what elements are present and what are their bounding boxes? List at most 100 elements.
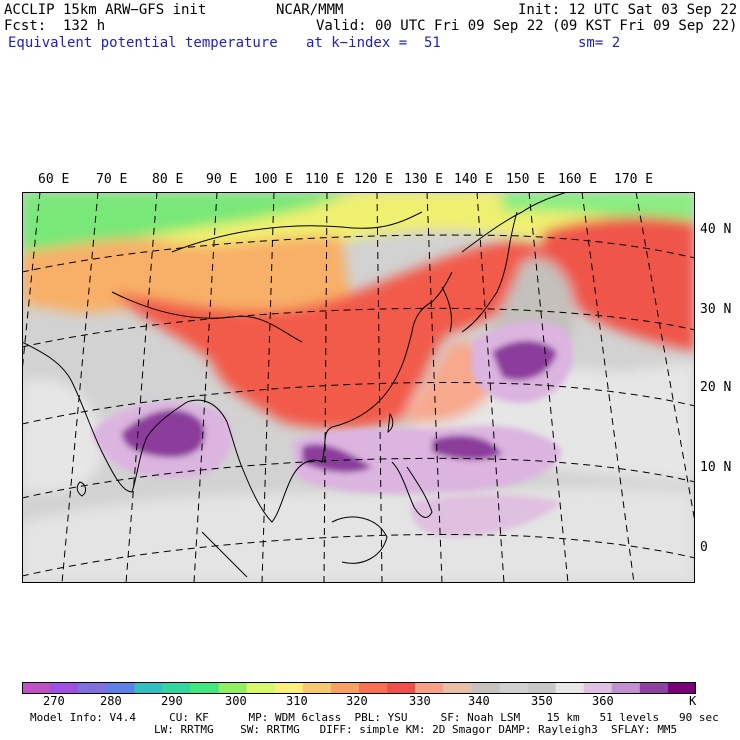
grid-lon-140 <box>476 192 505 583</box>
lon-label-140: 140 E <box>454 172 494 187</box>
field-north-green <box>22 192 352 262</box>
coastline-philippines <box>391 461 433 518</box>
level-label: at k−index = 51 <box>306 35 441 51</box>
lon-label-80: 80 E <box>152 172 184 187</box>
colorbar-swatch <box>471 682 500 694</box>
colorbar-swatch <box>106 682 135 694</box>
colorbar-swatch <box>50 682 79 694</box>
colorbar-swatch <box>330 682 360 694</box>
colorbar-label-300: 300 <box>225 694 247 708</box>
lon-label-120: 120 E <box>354 172 394 187</box>
colorbar-swatch <box>415 682 444 694</box>
colorbar-frame <box>22 682 696 694</box>
colorbar-swatch <box>583 682 613 694</box>
grid-lon-110 <box>323 192 328 583</box>
colorbar-unit: K <box>689 694 697 708</box>
lat-label-20: 20 N <box>700 380 732 395</box>
lat-label-30: 30 N <box>700 302 732 317</box>
field-lilac-scs <box>292 425 562 494</box>
lon-label-90: 90 E <box>206 172 238 187</box>
colorbar-swatch <box>527 682 557 694</box>
colorbar-label-310: 310 <box>286 694 308 708</box>
colorbar-label-330: 330 <box>409 694 431 708</box>
colorbar-swatch <box>443 682 472 694</box>
theta-e-map <box>22 192 695 583</box>
coastline-sumatra <box>201 531 248 578</box>
colorbar-swatch <box>274 682 304 694</box>
coastline-borneo <box>331 516 388 564</box>
grid-lon-150 <box>528 192 569 583</box>
colorbar-label-360: 360 <box>592 694 614 708</box>
grid-lat-0 <box>22 534 695 577</box>
coastline-taiwan <box>387 412 394 434</box>
field-violet-pacific <box>492 340 557 381</box>
coastline-indochina <box>243 426 333 523</box>
grid-lat-40 <box>22 234 695 273</box>
grid-lon-60 <box>22 192 41 373</box>
border-china-mongolia <box>171 211 423 253</box>
grid-lon-70 <box>61 192 99 583</box>
lon-label-130: 130 E <box>404 172 444 187</box>
colorbar-label-290: 290 <box>161 694 183 708</box>
grid-lat-30 <box>22 307 695 348</box>
valid-time: Valid: 00 UTC Fri 09 Sep 22 (09 KST Fri … <box>316 18 738 34</box>
coastline-sri-lanka <box>76 481 87 497</box>
colorbar-label-280: 280 <box>100 694 122 708</box>
init-time: Init: 12 UTC Sat 03 Sep 22 <box>518 2 738 18</box>
field-violet-bay-of-bengal <box>122 409 205 458</box>
colorbar-swatch <box>611 682 641 694</box>
forecast-hour: Fcst: 132 h <box>4 18 106 34</box>
colorbar-label-270: 270 <box>43 694 65 708</box>
colorbar-swatch <box>302 682 332 694</box>
colorbar-swatch <box>667 682 696 694</box>
colorbar-swatch <box>359 682 388 694</box>
colorbar-swatch <box>499 682 528 694</box>
model-title: ACCLIP 15km ARW−GFS init <box>4 2 207 18</box>
grid-lon-80 <box>125 192 158 583</box>
grid-lon-90 <box>193 192 218 583</box>
colorbar-swatch <box>246 682 276 694</box>
lon-label-60: 60 E <box>38 172 70 187</box>
model-info-line: Model Info: V4.4 CU: KF MP: WDM 6class P… <box>30 711 719 724</box>
colorbar-swatch <box>387 682 416 694</box>
field-lilac-equator <box>411 494 562 537</box>
colorbar-swatch <box>162 682 191 694</box>
field-red-plume <box>112 241 546 429</box>
coastline-russia <box>461 192 568 253</box>
physics-info-line: LW: RRTMG SW: RRTMG DIFF: simple KM: 2D … <box>154 723 678 736</box>
colorbar-swatch <box>22 682 51 694</box>
field-violet-philippine-sea <box>432 435 502 460</box>
field-name: Equivalent potential temperature <box>8 35 278 51</box>
coastline-china <box>331 271 453 428</box>
colorbar <box>22 682 696 694</box>
coastline-bay-of-bengal <box>186 399 245 473</box>
colorbar-label-320: 320 <box>346 694 368 708</box>
colorbar-label-340: 340 <box>468 694 490 708</box>
coastline-japan <box>461 211 518 333</box>
colorbar-swatch <box>555 682 585 694</box>
lat-label-0: 0 <box>700 540 708 555</box>
lat-label-10: 10 N <box>700 460 732 475</box>
coastline-korea <box>441 286 453 333</box>
field-orange-west <box>22 236 352 315</box>
lon-label-110: 110 E <box>305 172 345 187</box>
colorbar-swatch <box>218 682 248 694</box>
lon-label-170: 170 E <box>614 172 654 187</box>
lat-label-40: 40 N <box>700 222 732 237</box>
grid-lat-20 <box>22 382 695 425</box>
lon-label-100: 100 E <box>254 172 294 187</box>
center-label: NCAR/MMM <box>276 2 344 18</box>
lon-label-70: 70 E <box>96 172 128 187</box>
grid-lon-120 <box>376 192 383 583</box>
lon-label-160: 160 E <box>558 172 598 187</box>
colorbar-swatch <box>78 682 107 694</box>
colorbar-swatch <box>639 682 669 694</box>
grid-lat-10 <box>22 457 695 499</box>
lon-label-150: 150 E <box>506 172 546 187</box>
border-himalaya <box>111 291 303 343</box>
smoothing-label: sm= 2 <box>578 35 621 51</box>
colorbar-label-350: 350 <box>531 694 553 708</box>
colorbar-swatch <box>190 682 220 694</box>
grid-lon-170 <box>635 192 695 523</box>
grid-lon-100 <box>261 192 275 583</box>
